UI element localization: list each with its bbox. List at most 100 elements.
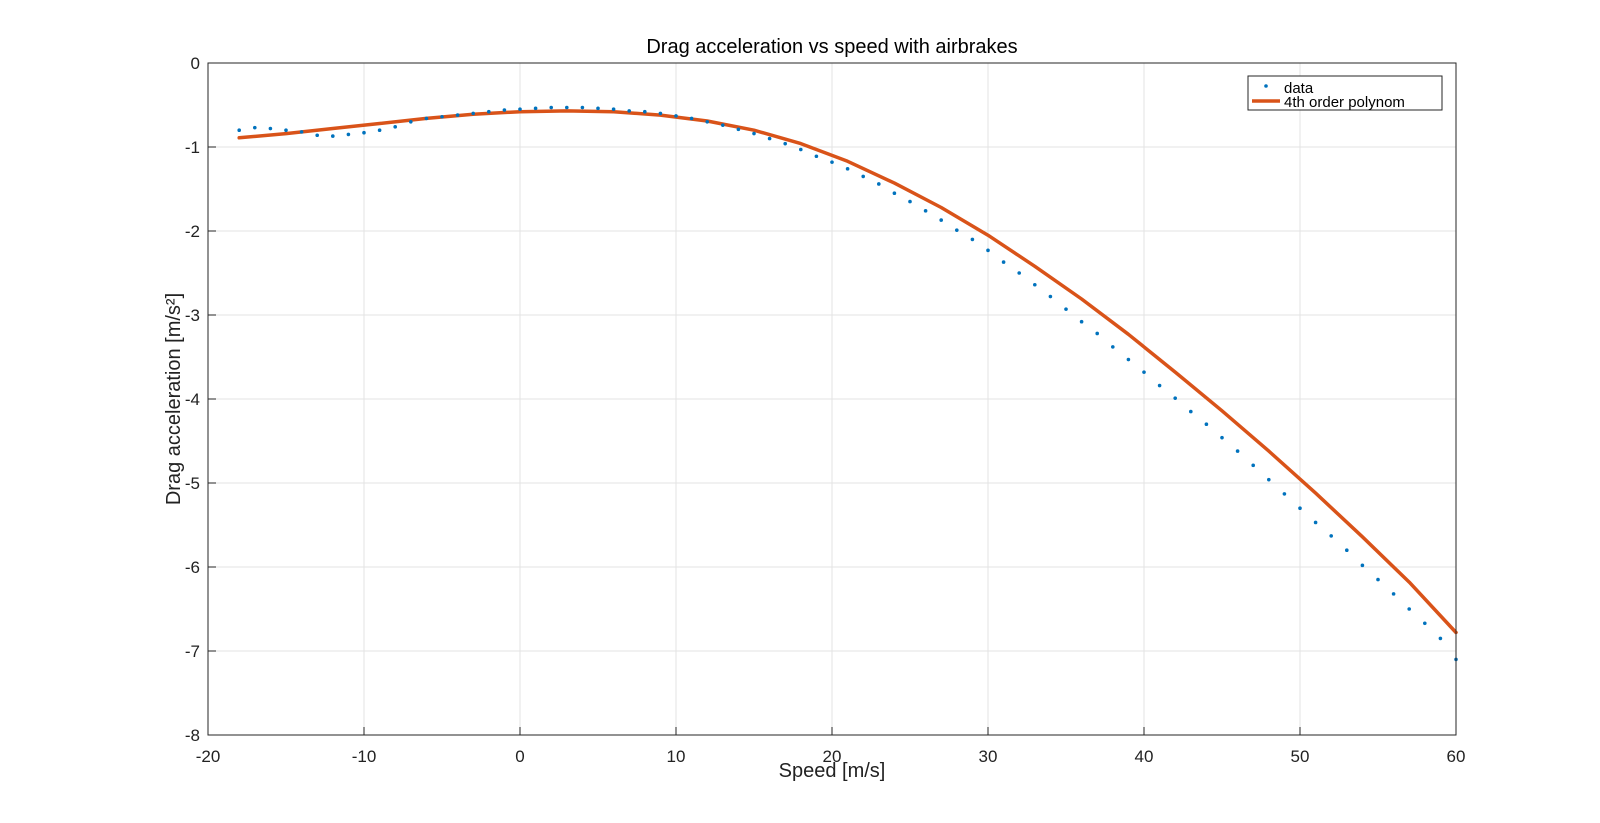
data-point — [908, 199, 912, 204]
data-point — [643, 109, 647, 114]
legend-label-data: data — [1284, 80, 1314, 97]
data-point — [939, 218, 943, 222]
data-point — [377, 128, 382, 132]
axis-ticks: -20 -10 0 10 20 30 40 50 60 0 -1 -2 -3 -4 -5 -6 -7 -8 — [185, 54, 1466, 766]
data-point — [346, 132, 351, 137]
x-tick-label: 50 — [1291, 747, 1310, 766]
data-point — [393, 125, 398, 129]
data-point — [627, 109, 631, 113]
data-point — [1313, 520, 1318, 525]
data-point — [767, 136, 772, 141]
data-point — [299, 130, 304, 134]
data-point — [1376, 577, 1380, 582]
y-axis-title: Drag acceleration [m/s²] — [163, 293, 185, 505]
data-point — [471, 111, 476, 116]
data-point — [1251, 463, 1255, 468]
data-point — [736, 127, 741, 132]
data-point — [596, 106, 600, 111]
y-tick-label: -2 — [185, 222, 200, 241]
y-tick-label: -7 — [185, 642, 200, 661]
data-point — [315, 133, 320, 138]
x-tick-label: 60 — [1447, 747, 1466, 766]
data-point — [1282, 492, 1287, 496]
data-point — [1220, 435, 1224, 440]
legend-box — [1247, 75, 1443, 111]
data-point — [799, 147, 803, 152]
data-point — [1017, 271, 1021, 275]
data-point — [674, 114, 678, 118]
x-tick-label: -10 — [352, 747, 377, 766]
data-point — [533, 106, 538, 111]
data-point — [1438, 636, 1443, 641]
data-point — [518, 107, 522, 111]
data-point — [1173, 396, 1177, 400]
x-tick-label: 40 — [1135, 747, 1154, 766]
y-tick-label: -4 — [185, 390, 200, 409]
y-tick-label: -5 — [185, 474, 200, 493]
data-point — [970, 237, 975, 242]
data-point — [845, 167, 850, 171]
data-point — [502, 108, 507, 112]
data-point — [1095, 331, 1099, 336]
data-point — [580, 105, 585, 110]
data-point — [1298, 506, 1302, 511]
legend-marker-data — [1264, 84, 1268, 88]
data-point — [1204, 422, 1209, 427]
data-point — [455, 113, 460, 117]
data-point — [1360, 563, 1365, 568]
data-point — [1345, 548, 1349, 552]
data-point — [923, 209, 928, 213]
data-point — [1157, 383, 1162, 388]
data-point — [1329, 534, 1333, 538]
data-point — [253, 125, 257, 130]
data-point — [752, 131, 756, 136]
data-point — [1235, 449, 1240, 453]
data-point — [1423, 621, 1427, 626]
data-point — [611, 107, 616, 111]
data-point — [549, 105, 553, 110]
data-point — [487, 109, 491, 114]
x-tick-label: 0 — [515, 747, 524, 766]
scatter-points-layer — [237, 105, 1458, 662]
data-point — [986, 248, 990, 253]
data-point — [424, 116, 429, 121]
data-point — [362, 130, 366, 135]
data-point — [268, 126, 273, 131]
data-point — [1064, 307, 1068, 311]
data-point — [705, 120, 709, 124]
data-point — [814, 154, 819, 159]
x-tick-label: -20 — [196, 747, 221, 766]
x-tick-label: 10 — [667, 747, 686, 766]
data-point — [955, 228, 959, 232]
y-tick-label: -1 — [185, 138, 200, 157]
legend-label-fit: 4th order polynom — [1284, 94, 1405, 111]
chart-title: Drag acceleration vs speed with airbrake… — [646, 36, 1017, 58]
data-point — [409, 120, 413, 124]
data-point — [1267, 477, 1271, 482]
y-tick-label: -3 — [185, 306, 200, 325]
y-tick-label: 0 — [191, 54, 200, 73]
data-point — [331, 134, 335, 138]
data-point — [1126, 357, 1131, 362]
data-point — [721, 123, 725, 127]
data-point — [1111, 345, 1115, 349]
x-tick-label: 30 — [979, 747, 998, 766]
data-point — [658, 111, 663, 116]
y-tick-label: -6 — [185, 558, 200, 577]
data-point — [1079, 319, 1084, 324]
data-point — [1001, 260, 1006, 264]
data-point — [861, 174, 865, 179]
data-point — [565, 105, 569, 110]
data-point — [284, 128, 288, 132]
data-point — [237, 128, 241, 132]
data-point — [689, 116, 694, 121]
data-point — [892, 191, 897, 195]
y-tick-label: -8 — [185, 726, 200, 745]
data-point — [1407, 607, 1411, 611]
data-point — [1033, 282, 1037, 287]
data-point — [783, 141, 787, 146]
data-point — [1048, 294, 1053, 299]
x-tick-label: 20 — [823, 747, 842, 766]
data-point — [1391, 592, 1396, 596]
